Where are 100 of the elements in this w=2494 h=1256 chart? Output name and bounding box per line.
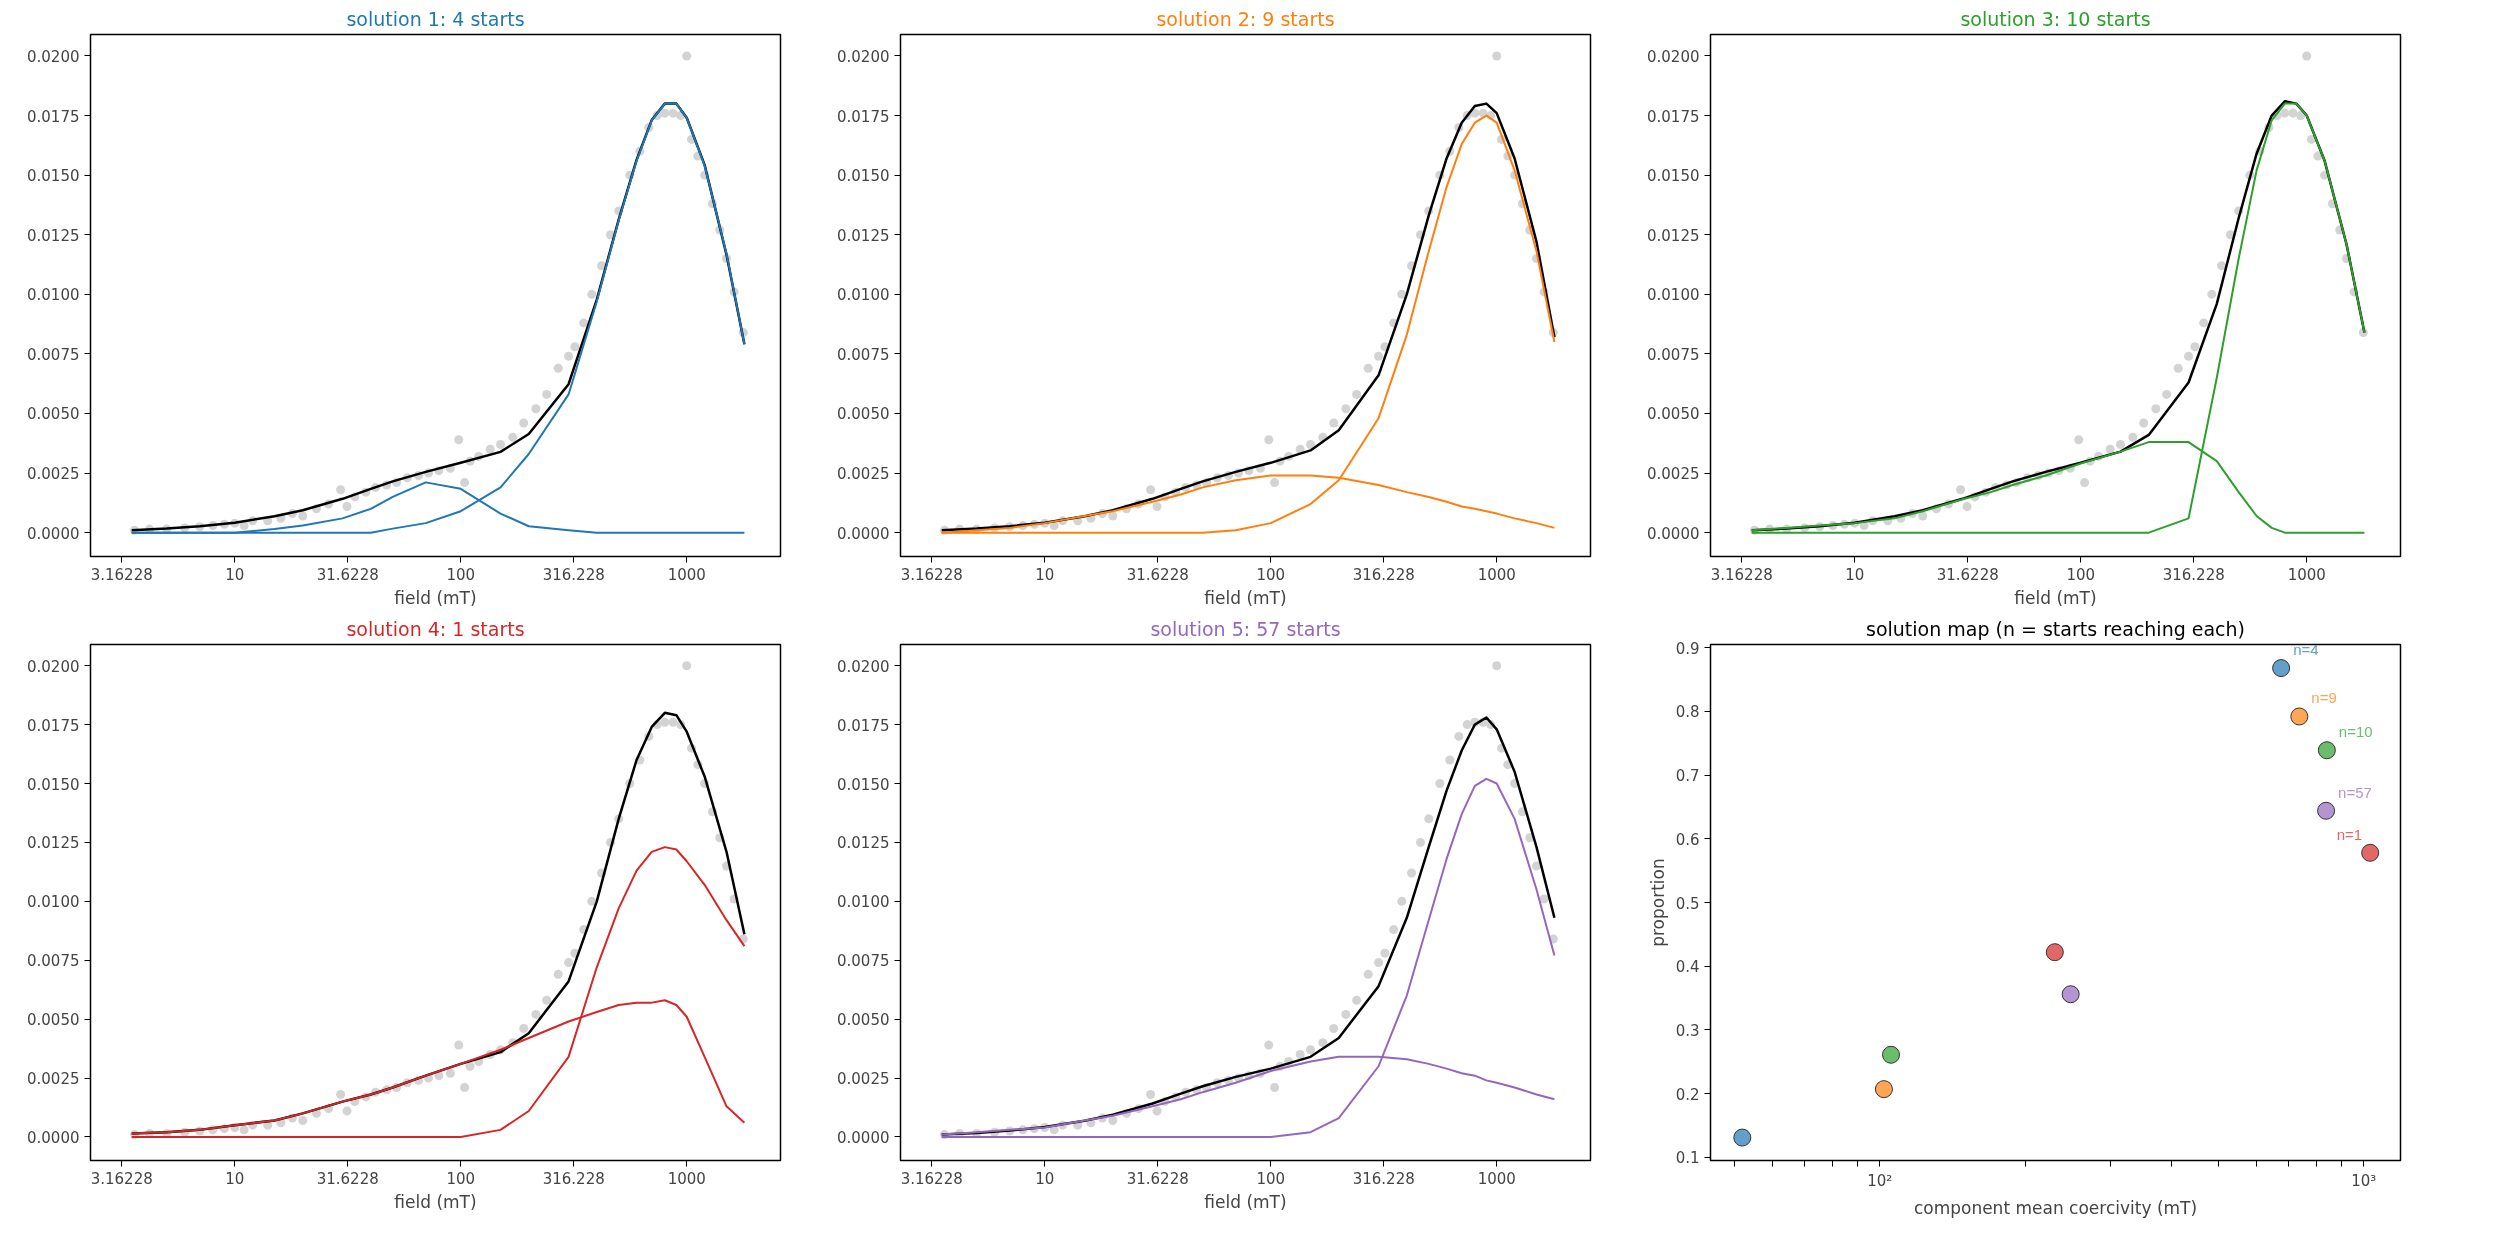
y-tick-label: 0.0050 bbox=[27, 405, 80, 424]
x-tick-label: 10³ bbox=[2351, 1171, 2377, 1190]
y-tick-label: 0.0100 bbox=[1647, 286, 1700, 305]
y-tick-label: 0.0200 bbox=[837, 47, 890, 66]
y-axis-title: proportion bbox=[1647, 858, 1668, 947]
x-tick-label: 1000 bbox=[667, 1169, 706, 1188]
y-tick-label: 0.1 bbox=[1675, 1149, 1700, 1168]
y-tick-label: 0.0100 bbox=[837, 893, 890, 912]
x-axis-title: component mean coercivity (mT) bbox=[1913, 1197, 2198, 1218]
x-tick-label: 31.6228 bbox=[1126, 565, 1189, 584]
chart-title: solution 3: 10 starts bbox=[1960, 7, 2151, 30]
x-axis-title: field (mT) bbox=[2014, 587, 2097, 608]
x-tick-label: 3.16228 bbox=[1710, 565, 1773, 584]
y-tick-label: 0.0050 bbox=[837, 405, 890, 424]
x-axis-title: field (mT) bbox=[1204, 587, 1287, 608]
x-tick-label: 1000 bbox=[2287, 565, 2326, 584]
y-tick-label: 0.0050 bbox=[27, 1011, 80, 1030]
y-tick-label: 0.0150 bbox=[1647, 167, 1700, 186]
y-tick-label: 0.0175 bbox=[837, 107, 890, 126]
y-tick-label: 0.0100 bbox=[837, 286, 890, 305]
y-tick-label: 0.0200 bbox=[1647, 47, 1700, 66]
chart-title: solution 4: 1 starts bbox=[346, 617, 525, 640]
y-tick-label: 0.0000 bbox=[27, 1128, 80, 1147]
x-tick-label: 10 bbox=[1035, 565, 1055, 584]
x-tick-label: 100 bbox=[1256, 1169, 1286, 1188]
x-tick-label: 3.16228 bbox=[90, 1169, 153, 1188]
y-tick-label: 0.2 bbox=[1675, 1085, 1700, 1104]
y-tick-label: 0.0100 bbox=[27, 893, 80, 912]
y-tick-label: 0.0150 bbox=[27, 775, 80, 794]
y-tick-label: 0.0000 bbox=[27, 524, 80, 543]
y-tick-label: 0.0150 bbox=[27, 167, 80, 186]
x-tick-label: 316.228 bbox=[542, 1169, 605, 1188]
y-tick-label: 0.0125 bbox=[27, 226, 80, 245]
x-tick-label: 316.228 bbox=[542, 565, 605, 584]
y-tick-label: 0.0025 bbox=[27, 1070, 80, 1089]
y-tick-label: 0.0200 bbox=[837, 657, 890, 676]
chart-title: solution 1: 4 starts bbox=[346, 7, 525, 30]
x-tick-label: 100 bbox=[2066, 565, 2096, 584]
annotation: n=4 bbox=[2293, 641, 2319, 659]
annotation: n=9 bbox=[2311, 689, 2337, 707]
x-tick-label: 10 bbox=[1845, 565, 1865, 584]
x-tick-label: 1000 bbox=[1477, 1169, 1516, 1188]
x-tick-label: 316.228 bbox=[1352, 565, 1415, 584]
x-tick-label: 31.6228 bbox=[316, 1169, 379, 1188]
x-tick-label: 31.6228 bbox=[1936, 565, 1999, 584]
y-tick-label: 0.0150 bbox=[837, 167, 890, 186]
y-tick-label: 0.0175 bbox=[27, 716, 80, 735]
y-tick-label: 0.0050 bbox=[1647, 405, 1700, 424]
x-tick-label: 316.228 bbox=[2162, 565, 2225, 584]
y-tick-label: 0.4 bbox=[1675, 958, 1700, 977]
y-tick-label: 0.0000 bbox=[837, 1128, 890, 1147]
y-tick-label: 0.0125 bbox=[27, 834, 80, 853]
y-tick-label: 0.9 bbox=[1675, 639, 1700, 658]
y-tick-label: 0.0075 bbox=[1647, 345, 1700, 364]
x-tick-label: 1000 bbox=[667, 565, 706, 584]
y-tick-label: 0.0050 bbox=[837, 1011, 890, 1030]
annotation: n=57 bbox=[2338, 783, 2372, 801]
x-tick-label: 10 bbox=[225, 565, 245, 584]
x-tick-label: 31.6228 bbox=[1126, 1169, 1189, 1188]
y-tick-label: 0.0000 bbox=[837, 524, 890, 543]
y-tick-label: 0.8 bbox=[1675, 703, 1700, 722]
x-tick-label: 316.228 bbox=[1352, 1169, 1415, 1188]
chart-title: solution map (n = starts reaching each) bbox=[1865, 617, 2246, 640]
chart-title: solution 5: 57 starts bbox=[1150, 617, 1341, 640]
y-tick-label: 0.0075 bbox=[27, 345, 80, 364]
x-axis-title: field (mT) bbox=[1204, 1191, 1287, 1212]
y-tick-label: 0.0075 bbox=[837, 952, 890, 971]
y-tick-label: 0.0025 bbox=[27, 465, 80, 484]
x-tick-label: 100 bbox=[446, 1169, 476, 1188]
x-tick-label: 31.6228 bbox=[316, 565, 379, 584]
x-tick-label: 10² bbox=[1867, 1171, 1893, 1190]
x-tick-label: 10 bbox=[1035, 1169, 1055, 1188]
y-tick-label: 0.7 bbox=[1675, 767, 1700, 786]
x-tick-label: 1000 bbox=[1477, 565, 1516, 584]
y-tick-label: 0.0175 bbox=[1647, 107, 1700, 126]
y-tick-label: 0.0125 bbox=[1647, 226, 1700, 245]
y-tick-label: 0.0025 bbox=[837, 1070, 890, 1089]
x-tick-label: 3.16228 bbox=[900, 565, 963, 584]
y-tick-label: 0.0075 bbox=[27, 952, 80, 971]
y-tick-label: 0.0175 bbox=[837, 716, 890, 735]
y-tick-label: 0.0000 bbox=[1647, 524, 1700, 543]
x-tick-label: 100 bbox=[446, 565, 476, 584]
annotation: n=10 bbox=[2338, 723, 2373, 741]
y-tick-label: 0.0150 bbox=[837, 775, 890, 794]
y-tick-label: 0.6 bbox=[1675, 830, 1700, 849]
x-axis-title: field (mT) bbox=[394, 587, 477, 608]
x-tick-label: 3.16228 bbox=[90, 565, 153, 584]
y-tick-label: 0.0200 bbox=[27, 47, 80, 66]
x-tick-label: 100 bbox=[1256, 565, 1286, 584]
y-tick-label: 0.0200 bbox=[27, 657, 80, 676]
y-tick-label: 0.0025 bbox=[837, 465, 890, 484]
y-tick-label: 0.0025 bbox=[1647, 465, 1700, 484]
y-tick-label: 0.5 bbox=[1675, 894, 1700, 913]
annotation: n=1 bbox=[2336, 825, 2363, 843]
y-tick-label: 0.0125 bbox=[837, 834, 890, 853]
x-tick-label: 3.16228 bbox=[900, 1169, 963, 1188]
chart-title: solution 2: 9 starts bbox=[1156, 7, 1335, 30]
y-tick-label: 0.0075 bbox=[837, 345, 890, 364]
x-axis-title: field (mT) bbox=[394, 1191, 477, 1212]
y-tick-label: 0.0175 bbox=[27, 107, 80, 126]
